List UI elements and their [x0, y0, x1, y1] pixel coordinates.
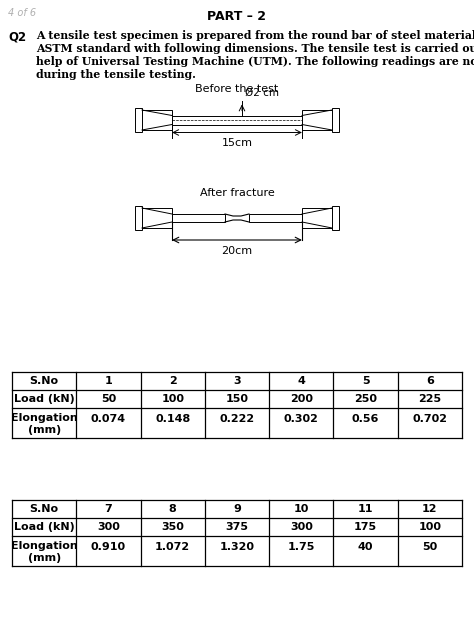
- Text: (mm): (mm): [27, 553, 61, 563]
- Text: 200: 200: [290, 394, 313, 404]
- Text: 9: 9: [233, 504, 241, 514]
- Text: 300: 300: [290, 522, 313, 532]
- Text: (mm): (mm): [27, 425, 61, 435]
- Text: 1.320: 1.320: [219, 542, 255, 552]
- Text: A tensile test specimen is prepared from the round bar of steel material as per: A tensile test specimen is prepared from…: [36, 30, 474, 41]
- Text: 5: 5: [362, 376, 369, 386]
- Bar: [172, 214, 225, 222]
- Text: 150: 150: [226, 394, 248, 404]
- Text: S.No: S.No: [29, 504, 59, 514]
- Text: 50: 50: [101, 394, 116, 404]
- Text: 1: 1: [105, 376, 112, 386]
- Bar: [332, 108, 339, 132]
- Text: 6: 6: [426, 376, 434, 386]
- Text: Load (kN): Load (kN): [14, 522, 74, 532]
- Text: 1.75: 1.75: [288, 542, 315, 552]
- Text: 0.074: 0.074: [91, 414, 126, 424]
- Bar: [142, 208, 172, 228]
- Text: 225: 225: [418, 394, 441, 404]
- Text: 40: 40: [358, 542, 374, 552]
- Text: 300: 300: [97, 522, 120, 532]
- Text: Load (kN): Load (kN): [14, 394, 74, 404]
- Text: 12: 12: [422, 504, 438, 514]
- Text: 0.702: 0.702: [412, 414, 447, 424]
- Text: After fracture: After fracture: [200, 188, 274, 198]
- Text: 20cm: 20cm: [221, 246, 253, 256]
- Bar: [135, 206, 142, 230]
- Text: Before the test: Before the test: [195, 84, 279, 94]
- Text: 15cm: 15cm: [221, 139, 253, 148]
- Text: Elongation: Elongation: [11, 541, 78, 551]
- Bar: [249, 214, 302, 222]
- Text: 8: 8: [169, 504, 177, 514]
- Text: 10: 10: [293, 504, 309, 514]
- Text: 250: 250: [354, 394, 377, 404]
- Text: 1.072: 1.072: [155, 542, 190, 552]
- Text: 0.910: 0.910: [91, 542, 126, 552]
- Text: 2: 2: [169, 376, 177, 386]
- Text: 175: 175: [354, 522, 377, 532]
- Text: ASTM standard with following dimensions. The tensile test is carried out with th: ASTM standard with following dimensions.…: [36, 43, 474, 54]
- Text: 375: 375: [226, 522, 248, 532]
- Text: Ø2 cm: Ø2 cm: [245, 87, 279, 97]
- Text: Q2: Q2: [8, 30, 26, 43]
- Text: help of Universal Testing Machine (UTM). The following readings are noted: help of Universal Testing Machine (UTM).…: [36, 56, 474, 67]
- Bar: [172, 116, 302, 124]
- Text: 7: 7: [105, 504, 112, 514]
- Text: 100: 100: [419, 522, 441, 532]
- Text: 11: 11: [358, 504, 374, 514]
- Text: 0.148: 0.148: [155, 414, 191, 424]
- Text: during the tensile testing.: during the tensile testing.: [36, 69, 196, 80]
- Text: S.No: S.No: [29, 376, 59, 386]
- Text: 50: 50: [422, 542, 438, 552]
- Bar: [332, 206, 339, 230]
- Text: 100: 100: [161, 394, 184, 404]
- Bar: [135, 108, 142, 132]
- Text: PART – 2: PART – 2: [208, 10, 266, 23]
- Text: 0.222: 0.222: [219, 414, 255, 424]
- Text: 3: 3: [233, 376, 241, 386]
- Bar: [302, 110, 332, 130]
- Text: 4 of 6: 4 of 6: [8, 8, 36, 18]
- Text: 4: 4: [297, 376, 305, 386]
- Text: 350: 350: [161, 522, 184, 532]
- Text: 0.56: 0.56: [352, 414, 379, 424]
- Text: 0.302: 0.302: [284, 414, 319, 424]
- Text: Elongation: Elongation: [11, 413, 78, 423]
- Bar: [142, 110, 172, 130]
- Bar: [302, 208, 332, 228]
